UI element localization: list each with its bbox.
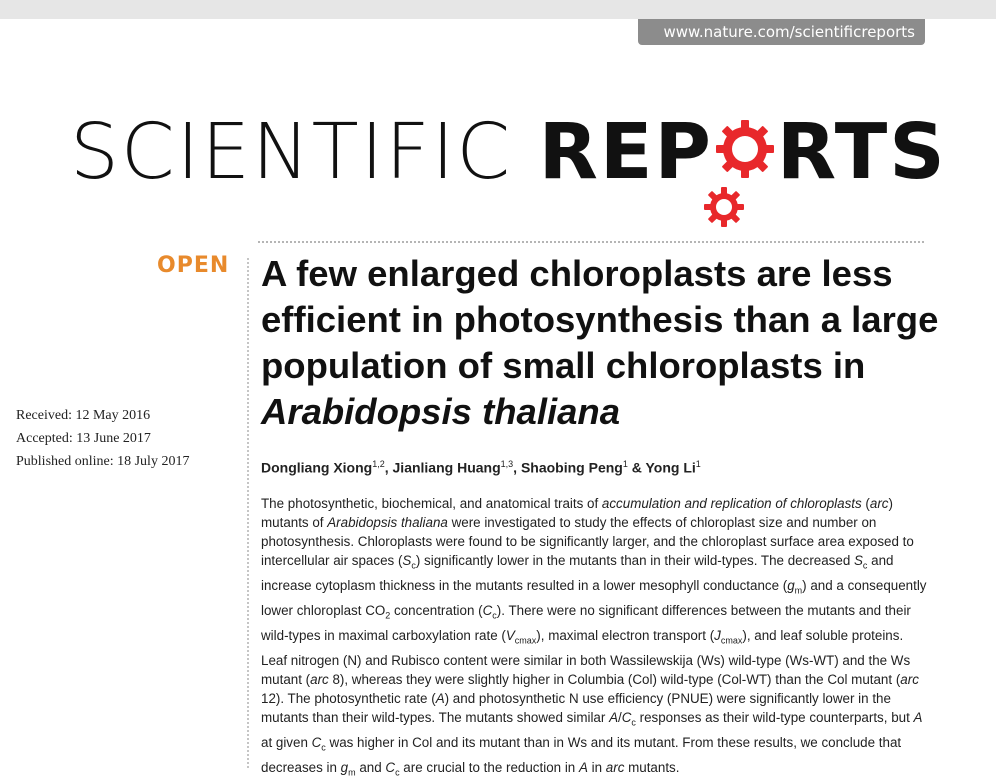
abstract-italic: arc (869, 496, 889, 511)
abstract-text: in (587, 759, 606, 775)
author-list: Dongliang Xiong1,2, Jianliang Huang1,3, … (261, 459, 701, 476)
author-affiliation: 1,2 (372, 459, 385, 469)
abstract-italic: Arabidopsis thaliana (327, 515, 448, 531)
masthead-light-text: SCIENTIFIC (70, 108, 539, 197)
abstract-subscript: cmax (720, 635, 743, 646)
abstract-text: are crucial to the reduction in (399, 759, 579, 775)
abstract-subscript: m (794, 585, 803, 596)
abstract-italic: V (505, 627, 515, 643)
abstract-italic: S (853, 553, 863, 569)
author-name[interactable]: Jianliang Huang (392, 459, 501, 476)
author-affiliation: 1 (622, 459, 628, 469)
abstract-italic: C (621, 710, 632, 726)
title-text: A few enlarged chloroplasts are less eff… (261, 253, 939, 386)
abstract-text: responses as their wild-type counterpart… (635, 710, 914, 726)
abstract-text: and (355, 759, 386, 775)
abstract-italic: C (311, 735, 322, 751)
author-affiliation: 1 (695, 459, 701, 469)
abstract-subscript: c (321, 742, 326, 753)
masthead-bold-text-1: REP (538, 108, 713, 197)
abstract-text: The photosynthetic, biochemical, and ana… (261, 496, 602, 511)
abstract-text: ), maximal electron transport ( (536, 627, 715, 643)
gear-o-icon (714, 110, 776, 178)
abstract-italic: C (482, 603, 493, 619)
abstract-italic: arc (605, 759, 625, 775)
abstract-subscript: 2 (385, 610, 391, 621)
top-strip (0, 0, 996, 19)
journal-url-link[interactable]: www.nature.com/scientificreports (638, 19, 925, 45)
abstract-text: / (618, 710, 622, 726)
journal-masthead: SCIENTIFIC REP RTS (70, 108, 947, 198)
abstract-italic: A (578, 759, 588, 775)
abstract-text: ) and photosynthetic N use efficiency (P… (261, 691, 891, 726)
abstract-text: ) and a consequently lower chloroplast C… (261, 578, 927, 619)
accepted-date: Accepted: 13 June 2017 (16, 431, 151, 446)
abstract-text: and increase cytoplasm thickness in the … (261, 553, 894, 594)
abstract-italic: arc (310, 671, 329, 687)
abstract-subscript: c (411, 561, 416, 572)
abstract-subscript: m (348, 767, 356, 778)
abstract-text: concentration ( (390, 603, 483, 619)
abstract: The photosynthetic, biochemical, and ana… (261, 494, 929, 783)
author-name[interactable]: Dongliang Xiong (261, 459, 373, 476)
title-species: Arabidopsis thaliana (261, 391, 620, 432)
abstract-italic: A (609, 710, 618, 726)
author-name[interactable]: Shaobing Peng (520, 459, 623, 476)
abstract-subscript: c (631, 717, 636, 728)
abstract-italic: g (787, 578, 795, 594)
abstract-text: were investigated to study the effects o… (261, 515, 914, 569)
abstract-italic: S (402, 553, 412, 569)
published-date: Published online: 18 July 2017 (16, 454, 190, 469)
abstract-text: ), and leaf soluble proteins. Leaf nitro… (261, 627, 911, 687)
title-top-rule (258, 241, 924, 243)
author-affiliation: 1,3 (500, 459, 514, 469)
abstract-subscript: cmax (514, 635, 537, 646)
received-date: Received: 12 May 2016 (16, 408, 151, 423)
abstract-text: ) significantly lower in the mutants tha… (415, 553, 854, 569)
abstract-italic: A (913, 710, 923, 726)
article-title: A few enlarged chloroplasts are less eff… (261, 251, 941, 435)
abstract-italic: J (714, 627, 721, 643)
abstract-subscript: c (492, 610, 497, 621)
abstract-text: ). There were no significant differences… (261, 603, 911, 643)
abstract-italic: accumulation and replication of chloropl… (601, 496, 862, 511)
abstract-text: 8), whereas they were slightly higher in… (328, 671, 901, 687)
column-divider (247, 258, 249, 768)
open-access-label: OPEN (157, 253, 230, 278)
abstract-italic: g (340, 759, 349, 775)
small-gear-icon (704, 187, 744, 227)
masthead-bold-text-2: RTS (776, 108, 947, 197)
abstract-text: 12). The photosynthetic rate ( (261, 691, 436, 707)
abstract-italic: arc (900, 671, 919, 687)
abstract-text: mutants. (624, 759, 680, 775)
abstract-italic: C (385, 759, 396, 775)
abstract-text: at given (261, 735, 312, 751)
abstract-text: ( (861, 496, 870, 511)
abstract-italic: A (435, 691, 445, 707)
article-dates: Received: 12 May 2016 Accepted: 13 June … (16, 404, 236, 473)
abstract-subscript: c (862, 561, 868, 572)
author-name[interactable]: Yong Li (645, 459, 696, 476)
abstract-text: ) mutants of (261, 496, 893, 531)
